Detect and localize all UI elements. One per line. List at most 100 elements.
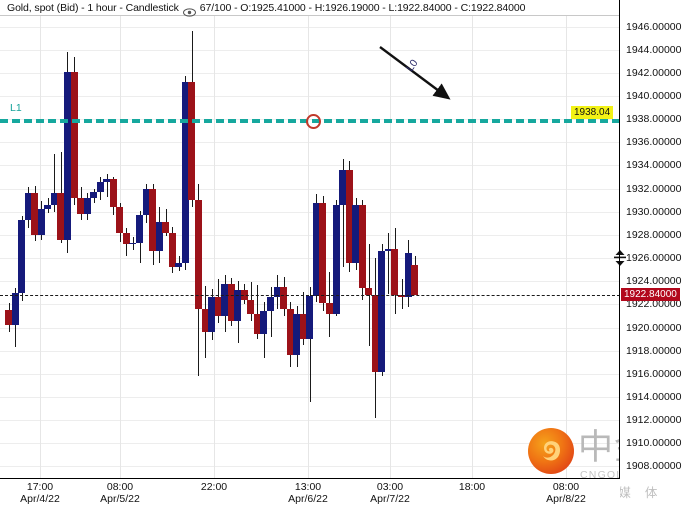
price-tick-label: 1930.00000 <box>626 205 682 218</box>
gridline-horizontal <box>0 142 620 144</box>
gridline-horizontal <box>0 211 620 213</box>
gridline-vertical <box>472 15 473 478</box>
l1-line-handle[interactable] <box>306 113 321 129</box>
gridline-horizontal <box>0 49 620 51</box>
candle-wick <box>271 287 272 337</box>
candle-wick <box>257 284 258 340</box>
close-price-line <box>0 294 620 296</box>
gridline-vertical <box>390 15 391 478</box>
gridline-vertical <box>214 15 215 478</box>
gridline-horizontal <box>0 466 620 468</box>
candle-body <box>194 200 202 309</box>
candle-body <box>267 297 274 312</box>
candle-body <box>208 297 216 333</box>
candle-body <box>50 193 58 205</box>
candle-body <box>299 313 307 340</box>
chart-plot-area[interactable]: L1 1938.04 L0 <box>0 15 620 478</box>
time-tick-time: 13:00 <box>294 481 322 493</box>
l1-line-label: L1 <box>10 101 22 114</box>
candle-body <box>70 71 78 198</box>
price-tick-label: 1922.00000 <box>626 298 682 311</box>
ohlc-readout: 67/100 - O:1925.41000 - H:1926.19000 - L… <box>199 1 526 14</box>
candle-body <box>103 179 111 182</box>
time-tick-time: 17:00 <box>26 481 54 493</box>
gridline-horizontal <box>0 188 620 190</box>
price-axis[interactable]: 1946.00000 1944.00000 1942.00000 1940.00000… <box>614 0 692 478</box>
gridline-horizontal <box>0 96 620 98</box>
candle-body <box>5 310 12 326</box>
candle-body <box>253 313 261 335</box>
price-tick-label: 1934.00000 <box>626 159 682 172</box>
candle-body <box>286 309 294 356</box>
time-tick-time: 08:00 <box>552 481 580 493</box>
candle-body <box>18 219 26 293</box>
time-tick: 13:00 Apr/6/22 <box>268 481 348 505</box>
candle-body <box>280 287 288 309</box>
candle-body <box>44 204 52 210</box>
gridline-vertical <box>120 15 121 478</box>
candle-body <box>109 179 117 208</box>
time-tick-date: Apr/8/22 <box>546 493 586 505</box>
price-tick-label: 1932.00000 <box>626 182 682 195</box>
candle-body <box>83 197 91 215</box>
candle-wick <box>388 232 389 294</box>
gridline-vertical <box>566 15 567 478</box>
candle-body <box>227 283 235 321</box>
candle-body <box>293 313 301 356</box>
eye-icon[interactable] <box>182 4 196 17</box>
candle-body <box>319 202 327 304</box>
candle-body <box>384 248 392 252</box>
time-tick-time: 18:00 <box>458 481 486 493</box>
candle-body <box>306 296 314 340</box>
candle-body <box>365 288 373 296</box>
candle-body <box>142 188 150 216</box>
candle-body <box>332 204 340 314</box>
time-tick-time: 22:00 <box>200 481 228 493</box>
time-tick-time: 03:00 <box>376 481 404 493</box>
candle-body <box>31 193 39 235</box>
time-axis[interactable]: 17:00 Apr/4/22 08:00 Apr/5/22 22:00 13:00 Apr/… <box>0 478 620 507</box>
price-tick-label: 1908.00000 <box>626 460 682 473</box>
time-tick: 08:00 Apr/8/22 <box>526 481 606 505</box>
gridline-horizontal <box>0 165 620 167</box>
candle-body <box>201 309 209 333</box>
candle-body <box>325 303 333 314</box>
candle-body <box>371 295 379 372</box>
price-tick-label: 1942.00000 <box>626 66 682 79</box>
price-scale-drag-handle[interactable] <box>612 249 628 267</box>
l1-price-tag: 1938.04 <box>571 105 614 119</box>
time-tick-date: Apr/4/22 <box>20 493 60 505</box>
candle-body <box>273 287 281 298</box>
gridline-horizontal <box>0 72 620 74</box>
time-tick: 03:00 Apr/7/22 <box>350 481 430 505</box>
arrow-annotation[interactable] <box>377 43 457 108</box>
instrument-label: Gold, spot (Bid) - 1 hour - Candlestick <box>7 1 179 14</box>
candle-body <box>96 181 104 193</box>
candle-wick <box>107 173 108 197</box>
candle-body <box>312 202 320 297</box>
current-price-badge: 1922.84000 <box>621 287 680 301</box>
gridline-horizontal <box>0 258 620 260</box>
candle-body <box>155 222 163 252</box>
candle-body <box>162 222 170 233</box>
candle-body <box>90 192 98 198</box>
candle-body <box>77 197 85 215</box>
price-tick-label: 1928.00000 <box>626 228 682 241</box>
candle-body <box>234 290 242 321</box>
time-tick: 17:00 Apr/4/22 <box>0 481 80 505</box>
candle-wick <box>54 153 55 212</box>
gridline-horizontal <box>0 420 620 422</box>
price-tick-label: 1920.00000 <box>626 321 682 334</box>
candle-body <box>11 292 19 326</box>
candle-body <box>260 311 268 335</box>
time-tick: 18:00 <box>432 481 512 493</box>
candle-body <box>168 232 176 268</box>
candle-body <box>352 204 360 263</box>
candle-body <box>247 299 255 314</box>
candle-body <box>181 82 189 263</box>
price-tick-label: 1944.00000 <box>626 43 682 56</box>
price-tick-label: 1938.00000 <box>626 113 682 126</box>
price-tick-label: 1924.00000 <box>626 275 682 288</box>
candle-body <box>339 170 347 205</box>
candle-body <box>149 188 157 252</box>
